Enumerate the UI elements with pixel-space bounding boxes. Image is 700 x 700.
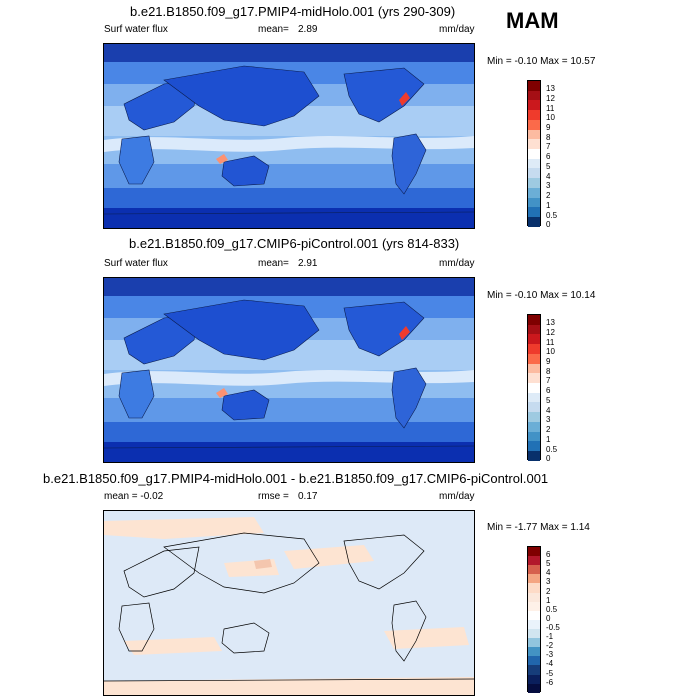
panel2-colorbar-labels: 13 12 11 10 9 8 7 6 5 4 3 2 1 0.5 0	[546, 318, 576, 464]
cb-label: 0.5	[546, 444, 558, 454]
cb-label: 4	[546, 405, 551, 415]
cb-label: 12	[546, 327, 555, 337]
cb-label: 6	[546, 152, 551, 162]
cb-label: -6	[546, 677, 554, 687]
cb-label: 4	[546, 171, 551, 181]
cb-label: 0.5	[546, 210, 558, 220]
cb-label: 6	[546, 386, 551, 396]
cb-label: 10	[546, 113, 555, 123]
cb-label: 9	[546, 356, 551, 366]
cb-label: 4	[546, 568, 551, 578]
cb-label: 1	[546, 434, 551, 444]
cb-label: 6	[546, 550, 551, 559]
panel2-minmax: Min = -0.10 Max = 10.14	[487, 290, 596, 301]
cb-label: 0.5	[546, 604, 558, 614]
panel1-variable-label: Surf water flux	[104, 24, 168, 35]
panel3-mean-label: mean = -0.02	[104, 491, 164, 502]
cb-label: -1	[546, 632, 554, 642]
cb-label: 10	[546, 347, 555, 357]
cb-label: 8	[546, 132, 551, 142]
panel2-colorbar	[527, 314, 541, 461]
cb-label: 11	[546, 103, 555, 113]
cb-label: 2	[546, 586, 551, 596]
cb-label: 7	[546, 376, 551, 386]
panel3-map	[103, 510, 475, 696]
cb-label: -4	[546, 659, 554, 669]
cb-label: 5	[546, 559, 551, 569]
cb-label: 7	[546, 142, 551, 152]
panel1-map	[103, 43, 475, 229]
panel1-units: mm/day	[439, 24, 475, 35]
panel3-rmse-label: rmse =	[258, 491, 289, 502]
panel3-units: mm/day	[439, 491, 475, 502]
cb-label: 13	[546, 84, 555, 93]
panel2-units: mm/day	[439, 258, 475, 269]
cb-label: 5	[546, 161, 551, 171]
cb-label: -3	[546, 650, 554, 660]
panel1-title: b.e21.B1850.f09_g17.PMIP4-midHolo.001 (y…	[130, 4, 456, 19]
panel2-variable-label: Surf water flux	[104, 258, 168, 269]
cb-label: 3	[546, 577, 551, 587]
cb-label: 1	[546, 200, 551, 210]
panel2-map	[103, 277, 475, 463]
panel2-title: b.e21.B1850.f09_g17.CMIP6-piControl.001 …	[129, 236, 460, 251]
cb-label: 0	[546, 454, 551, 464]
panel3-minmax: Min = -1.77 Max = 1.14	[487, 522, 590, 533]
panel3-colorbar-labels: 6 5 4 3 2 1 0.5 0 -0.5 -1 -2 -3 -4 -5 -6	[546, 550, 576, 696]
cb-label: 2	[546, 191, 551, 200]
cb-label: 3	[546, 181, 551, 191]
cb-label: 11	[546, 337, 555, 347]
cb-label: -2	[546, 641, 554, 651]
cb-label: 2	[546, 425, 551, 434]
cb-label: 0	[546, 220, 551, 230]
panel2-mean-label: mean=	[258, 258, 289, 269]
panel3-rmse-value: 0.17	[298, 491, 318, 502]
panel1-minmax: Min = -0.10 Max = 10.57	[487, 56, 596, 67]
panel1-mean-value: 2.89	[298, 24, 318, 35]
cb-label: -0.5	[546, 623, 560, 632]
panel3-title: b.e21.B1850.f09_g17.PMIP4-midHolo.001 - …	[43, 471, 549, 486]
cb-label: 8	[546, 366, 551, 376]
cb-label: 9	[546, 122, 551, 132]
cb-label: 12	[546, 93, 555, 103]
cb-label: 13	[546, 318, 555, 327]
season-label: MAM	[506, 8, 559, 33]
cb-label: 1	[546, 595, 551, 605]
panel3-colorbar	[527, 546, 541, 693]
cb-label: 3	[546, 415, 551, 425]
panel1-colorbar	[527, 80, 541, 227]
cb-label: 0	[546, 613, 551, 623]
panel1-mean-label: mean=	[258, 24, 289, 35]
cb-label: 5	[546, 395, 551, 405]
panel2-mean-value: 2.91	[298, 258, 318, 269]
cb-label: -5	[546, 668, 554, 678]
panel1-colorbar-labels: 13 12 11 10 9 8 7 6 5 4 3 2 1 0.5 0	[546, 84, 576, 230]
